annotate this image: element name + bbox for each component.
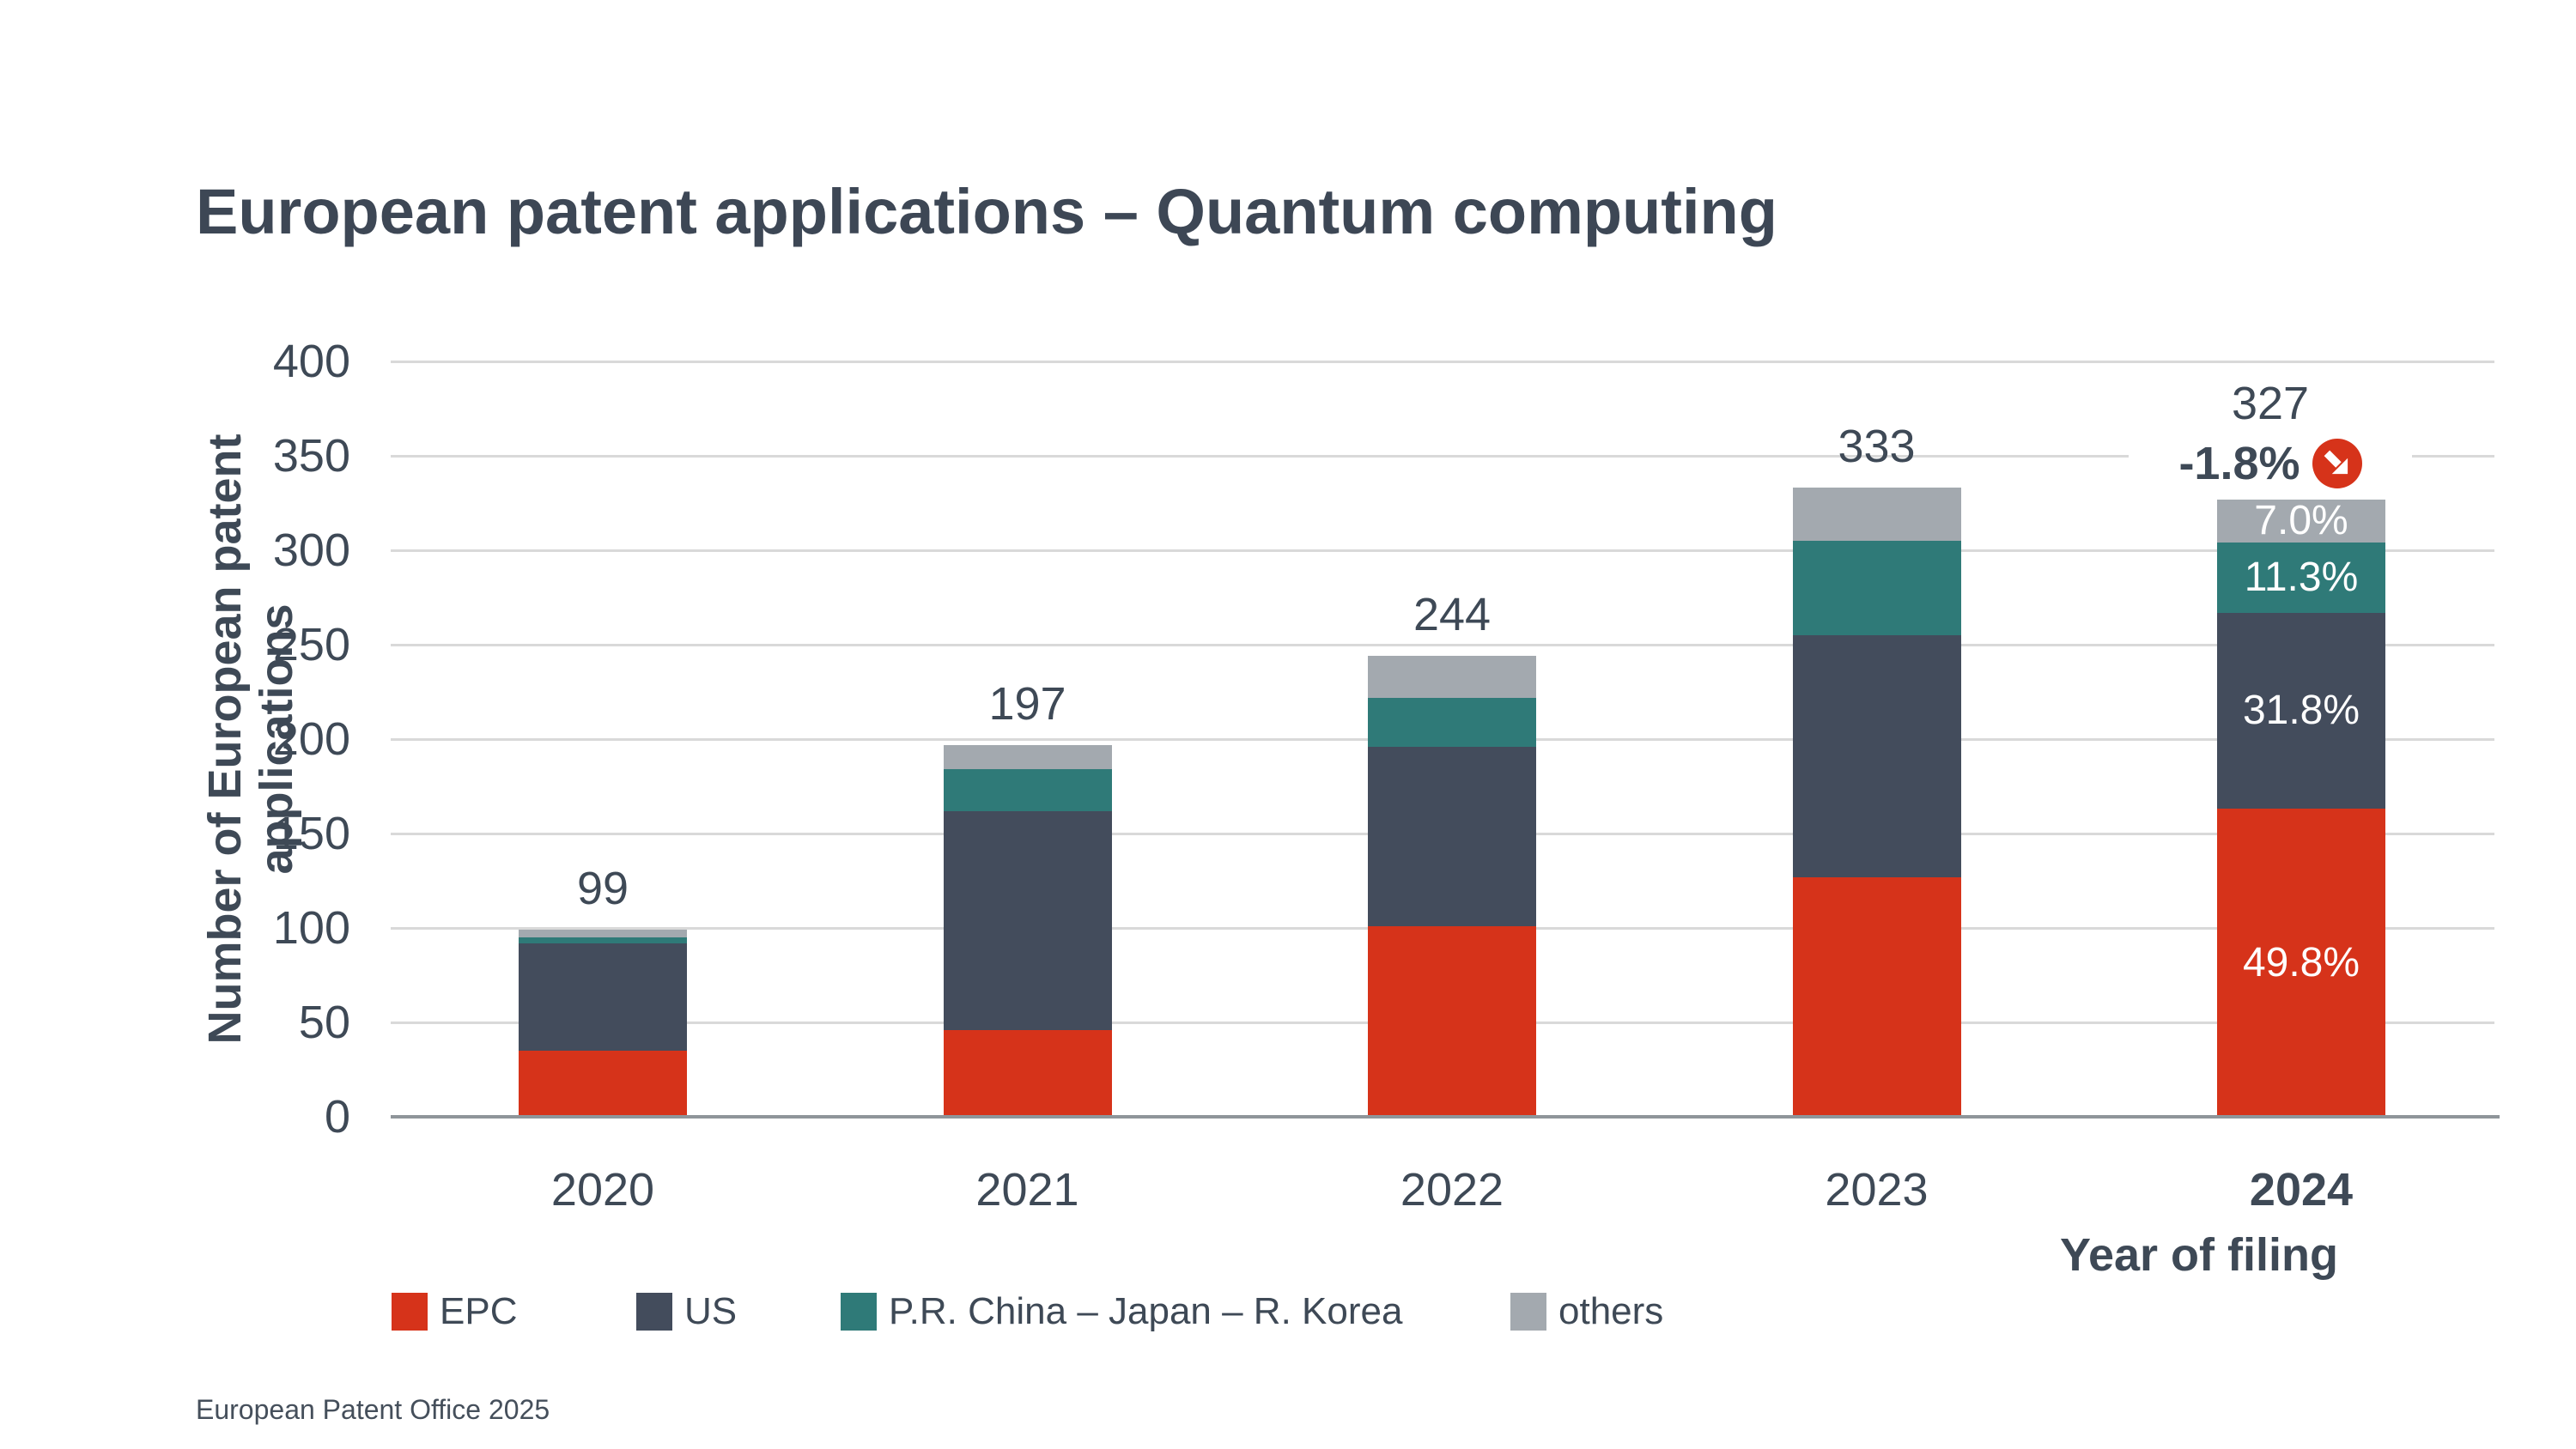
bar-2022 (1368, 656, 1536, 1117)
y-tick-label: 200 (272, 713, 350, 765)
segment-percent-label: 49.8% (2242, 939, 2360, 985)
bar-segment-us (1792, 634, 1961, 877)
bar-segment-p-r-china-japan-r-korea (519, 937, 687, 943)
bar-segment-us (943, 810, 1112, 1030)
segment-percent-label: 11.3% (2244, 554, 2359, 600)
legend-label-us: US (684, 1290, 738, 1332)
bar-total-label: 99 (576, 863, 629, 915)
change-annotation: -1.8% (2129, 437, 2412, 489)
bar-2021 (943, 744, 1112, 1117)
legend-label-others: others (1558, 1290, 1664, 1332)
bar-segment-epc (1368, 925, 1536, 1117)
chart-title: European patent applications – Quantum c… (196, 176, 1777, 247)
bar-segment-us: 31.8% (2217, 612, 2385, 809)
gridline (391, 360, 2494, 363)
segment-percent-label: 7.0% (2254, 497, 2348, 543)
y-tick-label: 0 (324, 1091, 350, 1143)
bar-segment-others: 7.0% (2217, 497, 2385, 543)
bar-segment-p-r-china-japan-r-korea (943, 769, 1112, 811)
bar-segment-us (1368, 746, 1536, 926)
source-attribution: European Patent Office 2025 (196, 1394, 550, 1425)
decline-arrow-icon (2312, 438, 2362, 488)
segment-percent-label: 31.8% (2242, 687, 2360, 733)
bar-2023 (1792, 488, 1961, 1117)
x-axis-title: Year of filing (2059, 1229, 2338, 1281)
bar-segment-others (519, 930, 687, 937)
x-axis-line (391, 1115, 2500, 1119)
x-tick-label-2023: 2023 (1825, 1164, 1929, 1216)
legend-item-p-r-china-japan-r-korea: P.R. China – Japan – R. Korea (841, 1291, 1402, 1332)
bar-segment-epc (519, 1050, 687, 1117)
bar-total-label: 244 (1413, 589, 1492, 641)
legend-label-p-r-china-japan-r-korea: P.R. China – Japan – R. Korea (889, 1290, 1403, 1332)
legend-item-us: US (636, 1291, 737, 1332)
bar-segment-epc (943, 1029, 1112, 1117)
gridline (391, 549, 2494, 552)
y-tick-label: 350 (272, 430, 350, 482)
bar-segment-p-r-china-japan-r-korea (1368, 697, 1536, 747)
x-tick-label-2021: 2021 (975, 1164, 1079, 1216)
bar-segment-epc (1792, 876, 1961, 1117)
chart-legend: EPC US P.R. China – Japan – R. Korea others (0, 1291, 2576, 1334)
bar-segment-others (1368, 656, 1536, 698)
bar-segment-p-r-china-japan-r-korea: 11.3% (2217, 543, 2385, 613)
legend-swatch-p-r-china-japan-r-korea (841, 1293, 877, 1331)
bar-total-label: 333 (1838, 421, 1916, 473)
x-tick-label-2022: 2022 (1400, 1164, 1504, 1216)
change-percent-label: -1.8% (2178, 437, 2300, 489)
legend-swatch-others (1510, 1293, 1546, 1331)
bar-segment-others (943, 744, 1112, 770)
gridline (391, 454, 2494, 458)
bar-segment-epc: 49.8% (2217, 809, 2385, 1117)
gridline (391, 643, 2494, 646)
bar-2020 (519, 930, 687, 1117)
bar-total-label: 327 (2231, 377, 2310, 429)
y-tick-label: 150 (272, 808, 350, 859)
x-tick-label-2024: 2024 (2249, 1164, 2354, 1216)
legend-swatch-us (636, 1293, 672, 1331)
y-tick-label: 300 (272, 524, 350, 576)
bar-segment-p-r-china-japan-r-korea (1792, 540, 1961, 635)
y-tick-label: 400 (272, 336, 350, 387)
y-tick-label: 100 (272, 902, 350, 954)
bar-segment-others (1792, 488, 1961, 541)
legend-swatch-epc (392, 1293, 428, 1331)
x-tick-label-2020: 2020 (550, 1164, 655, 1216)
y-tick-label: 250 (272, 619, 350, 670)
bar-segment-us (519, 943, 687, 1051)
y-tick-label: 50 (298, 997, 350, 1048)
legend-item-epc: EPC (392, 1291, 517, 1332)
bar-2024: 7.0% 11.3% 31.8% 49.8% (2217, 497, 2385, 1117)
legend-item-others: others (1510, 1291, 1663, 1332)
legend-label-epc: EPC (440, 1290, 518, 1332)
bar-total-label: 197 (988, 677, 1066, 730)
